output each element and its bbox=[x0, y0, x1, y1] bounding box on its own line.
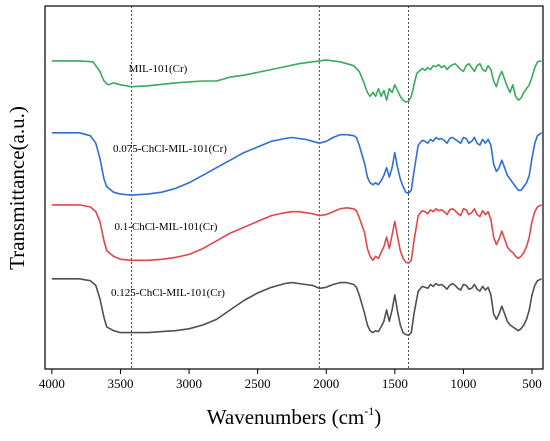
series-group bbox=[51, 59, 543, 337]
x-tick-label: 2000 bbox=[313, 376, 339, 391]
x-tick-label: 3000 bbox=[176, 376, 202, 391]
x-axis-title-main: Wavenumbers (cm bbox=[207, 405, 365, 429]
series-label: 0.1-ChCl-MIL-101(Cr) bbox=[115, 221, 218, 233]
plot-frame bbox=[44, 5, 544, 370]
x-tick-label: 500 bbox=[522, 376, 542, 391]
series-label: 0.075-ChCl-MIL-101(Cr) bbox=[113, 143, 227, 155]
x-axis-title: Wavenumbers (cm-1) bbox=[207, 404, 382, 429]
x-tick-label: 1000 bbox=[450, 376, 476, 391]
series-line bbox=[51, 204, 542, 264]
series-line bbox=[51, 132, 543, 196]
x-axis-title-sup: -1 bbox=[364, 404, 374, 418]
series-line bbox=[51, 59, 542, 103]
x-tick-label: 3500 bbox=[107, 376, 133, 391]
y-axis-title: Transmittance(a.u.) bbox=[5, 106, 29, 270]
series-line bbox=[51, 278, 542, 337]
x-tick-label: 2500 bbox=[245, 376, 271, 391]
x-tick-label: 4000 bbox=[39, 376, 65, 391]
series-label: MIL-101(Cr) bbox=[129, 63, 188, 75]
series-labels: MIL-101(Cr) 0.075-ChCl-MIL-101(Cr) 0.1-ChC… bbox=[111, 63, 227, 299]
x-tick-label: 1500 bbox=[382, 376, 408, 391]
x-axis-title-suffix: ) bbox=[374, 405, 381, 429]
reference-lines bbox=[130, 6, 410, 369]
series-label: 0.125-ChCl-MIL-101(Cr) bbox=[111, 287, 225, 299]
x-axis-ticks: 4000 3500 3000 2500 2000 1500 1000 500 bbox=[39, 369, 542, 391]
